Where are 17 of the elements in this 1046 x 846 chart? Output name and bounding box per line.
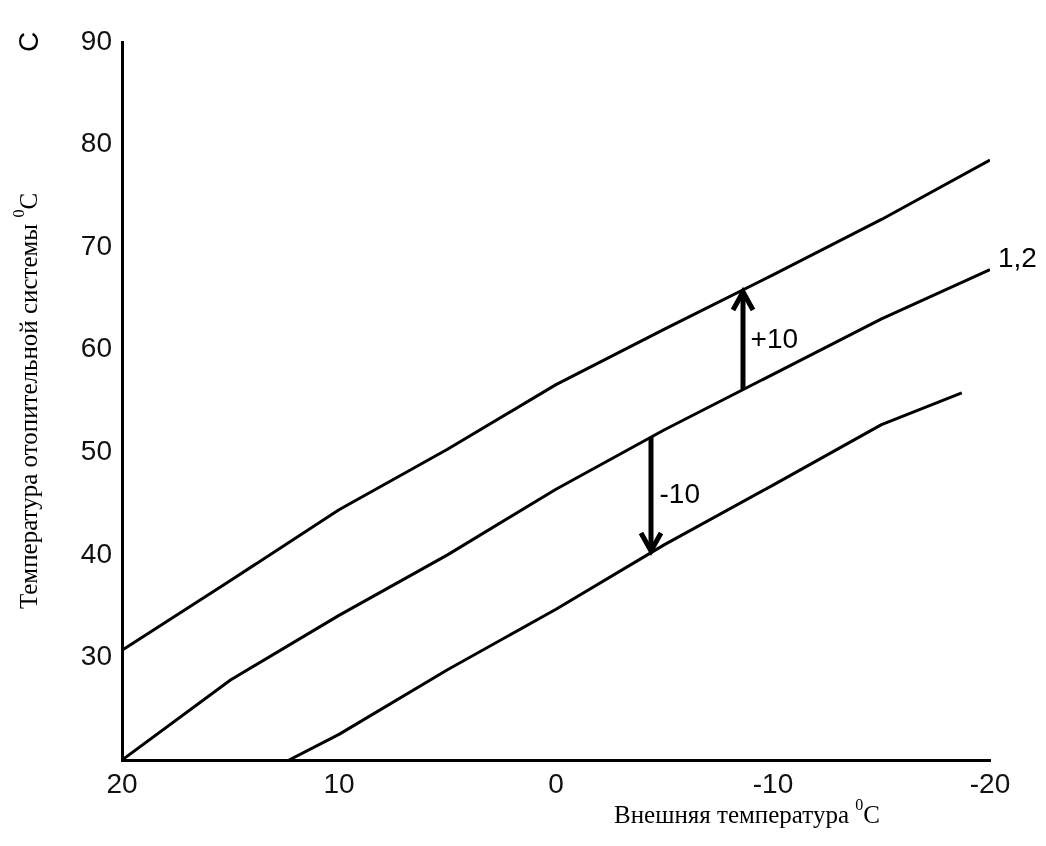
y-tick-label: 80: [80, 127, 112, 159]
annotation: -10: [659, 477, 700, 509]
y-tick-label: 30: [80, 640, 112, 672]
y-tick-label: 40: [80, 537, 112, 569]
y-tick-label: 60: [80, 332, 112, 364]
annotation: +10: [750, 322, 799, 354]
y-axis-title: Температура отопительной системы 0C: [10, 192, 42, 610]
x-tick-label: 0: [548, 767, 564, 799]
x-tick-label: 20: [106, 767, 138, 799]
y-tick-label: 70: [80, 229, 112, 261]
text: C: [12, 31, 44, 53]
x-tick-label: -20: [969, 767, 1011, 799]
y-tick-label: 50: [80, 435, 112, 466]
series-label: 1,2: [998, 242, 1037, 274]
x-tick-label: -10: [752, 767, 794, 799]
y-tick-label: 90: [80, 24, 112, 56]
x-tick-label: 10: [323, 767, 355, 799]
